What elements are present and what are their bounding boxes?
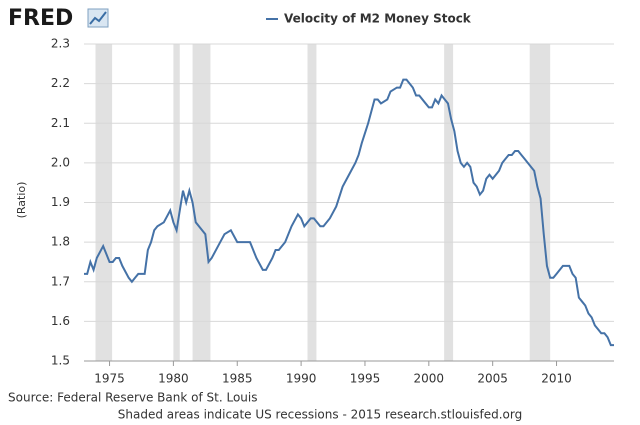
y-tick-label: 2.1	[51, 116, 70, 130]
data-line	[84, 78, 614, 347]
x-tick-label: 1975	[94, 372, 125, 386]
x-tick-label: 2010	[541, 372, 572, 386]
y-axis-label: (Ratio)	[15, 182, 28, 219]
y-tick-label: 2.0	[51, 155, 70, 169]
y-tick-label: 1.9	[51, 195, 70, 209]
logo-icon	[87, 8, 109, 28]
x-tick-label: 1995	[350, 372, 381, 386]
y-tick-label: 2.2	[51, 76, 70, 90]
y-tick-label: 1.8	[51, 235, 70, 249]
x-tick-label: 2000	[414, 372, 445, 386]
logo: FRED	[8, 6, 73, 31]
y-tick-label: 1.5	[51, 354, 70, 368]
logo-icon-line	[89, 11, 107, 25]
y-tick-label: 2.3	[51, 37, 70, 51]
x-tick-label: 1985	[222, 372, 253, 386]
x-tick-label: 2005	[477, 372, 508, 386]
x-tick-label: 1990	[286, 372, 317, 386]
y-tick-label: 1.7	[51, 274, 70, 288]
legend-label: Velocity of M2 Money Stock	[284, 12, 472, 26]
y-tick-label: 1.6	[51, 314, 70, 328]
source: Source: Federal Reserve Bank of St. Loui…	[8, 391, 257, 405]
note: Shaded areas indicate US recessions - 20…	[118, 408, 522, 422]
x-tick-label: 1980	[158, 372, 189, 386]
